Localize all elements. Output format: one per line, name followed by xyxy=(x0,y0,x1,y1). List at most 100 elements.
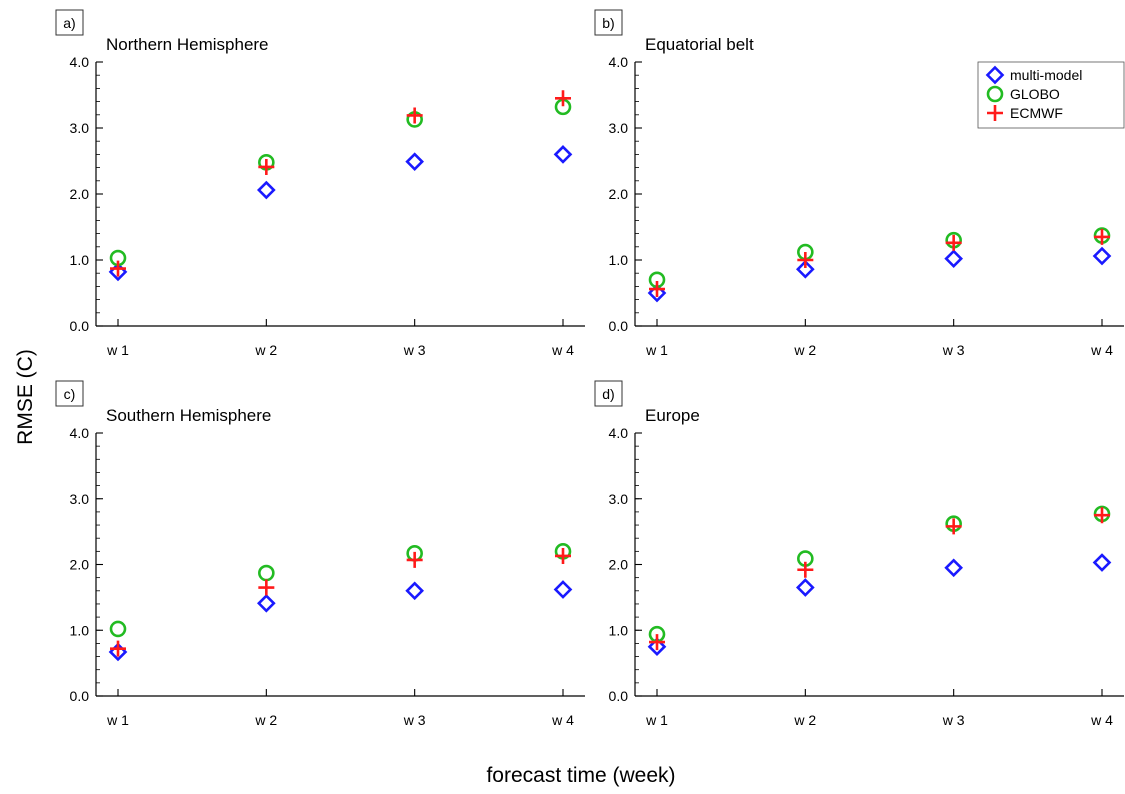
panel-letter: b) xyxy=(602,15,614,31)
point-ecmwf xyxy=(110,640,126,657)
point-multi-model xyxy=(944,558,964,578)
legend-marker-multi-model xyxy=(985,65,1005,85)
x-tick-label: w 1 xyxy=(645,712,668,728)
y-tick-label: 2.0 xyxy=(609,557,629,573)
point-multi-model xyxy=(795,259,815,279)
point-globo xyxy=(109,620,127,638)
legend-entry-ecmwf: ECMWF xyxy=(1010,105,1063,121)
y-tick-label: 0.0 xyxy=(609,688,629,704)
y-tick-label: 1.0 xyxy=(70,252,90,268)
point-globo xyxy=(258,564,275,582)
panel-title: Equatorial belt xyxy=(645,35,754,54)
series-ecmwf xyxy=(110,547,571,657)
y-tick-label: 2.0 xyxy=(70,557,90,573)
point-multi-model xyxy=(647,283,667,303)
panel-letter: c) xyxy=(64,386,76,402)
point-multi-model xyxy=(553,580,573,599)
series-globo xyxy=(109,98,572,267)
y-tick-label: 3.0 xyxy=(609,120,629,136)
legend-entry-multi-model: multi-model xyxy=(1010,67,1082,83)
point-multi-model xyxy=(795,578,815,597)
point-multi-model xyxy=(256,593,276,613)
point-ecmwf xyxy=(555,90,571,107)
point-ecmwf xyxy=(555,547,571,564)
y-tick-label: 0.0 xyxy=(609,318,629,334)
panel-letter-box xyxy=(594,380,623,407)
point-multi-model xyxy=(405,581,425,601)
series-ecmwf xyxy=(649,507,1110,651)
y-axis-label: RMSE (C) xyxy=(14,349,37,445)
x-tick-label: w 3 xyxy=(403,342,426,358)
panel-c: 0.0 1.0 2.0 3.0 4.0 w 1 w 2 w 3 w 4 c) Southern He… xyxy=(55,380,585,728)
x-axis-label: forecast time (week) xyxy=(486,764,675,787)
series-multi-model xyxy=(647,246,1112,303)
series-globo xyxy=(109,543,572,638)
legend-marker-globo xyxy=(986,85,1004,103)
series-multi-model xyxy=(647,553,1112,657)
y-tick-label: 1.0 xyxy=(609,252,629,268)
y-tick-label: 0.0 xyxy=(70,688,90,704)
panel-letter-box xyxy=(594,9,623,36)
point-multi-model xyxy=(647,637,667,657)
legend: multi-model GLOBO ECMWF xyxy=(977,61,1125,129)
panel-letter-box xyxy=(55,380,84,407)
point-multi-model xyxy=(553,145,573,164)
panel-title: Northern Hemisphere xyxy=(106,35,269,54)
series-globo xyxy=(648,227,1111,289)
panel-title: Southern Hemisphere xyxy=(106,406,271,425)
point-ecmwf xyxy=(110,260,126,277)
point-ecmwf xyxy=(649,634,665,651)
point-multi-model xyxy=(256,180,276,200)
x-tick-label: w 1 xyxy=(106,712,129,728)
point-multi-model xyxy=(1092,553,1112,572)
panel-letter: d) xyxy=(602,386,614,402)
x-tick-label: w 1 xyxy=(106,342,129,358)
point-ecmwf xyxy=(406,551,423,568)
legend-entry-globo: GLOBO xyxy=(1010,86,1060,102)
y-tick-label: 3.0 xyxy=(609,491,629,507)
panel-a: 0.0 1.0 2.0 3.0 4.0 w 1 w 2 w 3 w 4 a) Northern He… xyxy=(55,9,585,358)
x-tick-label: w 3 xyxy=(942,712,965,728)
point-ecmwf xyxy=(1094,507,1110,524)
series-multi-model xyxy=(108,580,573,662)
series-globo xyxy=(648,505,1111,643)
point-ecmwf xyxy=(797,561,814,578)
point-ecmwf xyxy=(649,281,665,298)
y-tick-label: 3.0 xyxy=(70,120,90,136)
point-ecmwf xyxy=(258,158,275,175)
point-ecmwf xyxy=(1094,228,1110,245)
y-tick-label: 0.0 xyxy=(70,318,90,334)
point-ecmwf xyxy=(945,234,962,251)
x-tick-label: w 3 xyxy=(942,342,965,358)
panel-letter: a) xyxy=(63,15,75,31)
point-ecmwf xyxy=(258,579,275,596)
y-tick-label: 2.0 xyxy=(70,186,90,202)
y-tick-label: 4.0 xyxy=(70,54,90,70)
point-ecmwf xyxy=(797,252,814,268)
point-multi-model xyxy=(1092,246,1112,266)
panel-letter-box xyxy=(55,9,84,36)
y-tick-label: 4.0 xyxy=(609,425,629,441)
point-ecmwf xyxy=(945,518,962,535)
series-ecmwf xyxy=(649,228,1110,298)
point-multi-model xyxy=(405,152,425,171)
x-tick-label: w 1 xyxy=(645,342,668,358)
y-tick-label: 4.0 xyxy=(70,425,90,441)
y-tick-label: 1.0 xyxy=(70,622,90,638)
y-tick-label: 4.0 xyxy=(609,54,629,70)
series-multi-model xyxy=(108,145,573,282)
x-tick-label: w 2 xyxy=(793,342,816,358)
x-tick-label: w 4 xyxy=(1090,342,1113,358)
x-tick-label: w 2 xyxy=(254,712,277,728)
y-tick-label: 2.0 xyxy=(609,186,629,202)
point-ecmwf xyxy=(406,107,423,124)
x-tick-label: w 3 xyxy=(403,712,426,728)
x-tick-label: w 4 xyxy=(1090,712,1113,728)
panel-b: 0.0 1.0 2.0 3.0 4.0 w 1 w 2 w 3 w 4 b) Equatorial … xyxy=(594,9,1124,358)
panel-title: Europe xyxy=(645,406,700,425)
y-tick-label: 1.0 xyxy=(609,622,629,638)
panels: 0.0 1.0 2.0 3.0 4.0 w 1 w 2 w 3 w 4 a) Northern He… xyxy=(55,9,1124,728)
x-tick-label: w 4 xyxy=(551,342,574,358)
legend-marker-ecmwf xyxy=(987,105,1003,121)
